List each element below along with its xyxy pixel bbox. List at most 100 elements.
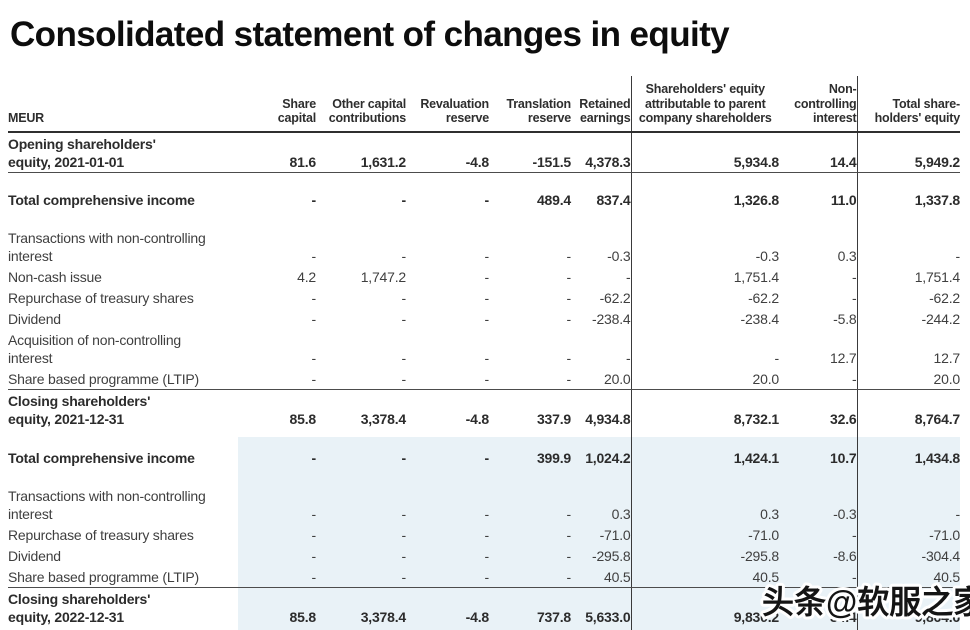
value-cell: 837.4 xyxy=(571,188,632,210)
value-cell xyxy=(571,172,632,189)
row-label: Repurchase of treasury shares xyxy=(8,289,194,306)
value-cell: - xyxy=(401,191,407,208)
value-cell: - xyxy=(401,247,407,264)
value-cell: -62.2 xyxy=(929,289,960,306)
column-header-share-capital: Share capital xyxy=(238,76,316,133)
value-cell: 1,337.8 xyxy=(914,191,961,208)
value-cell: - xyxy=(566,247,572,264)
row-label xyxy=(8,429,238,437)
value-cell: -238.4 xyxy=(740,310,780,327)
spacer-row xyxy=(8,467,960,485)
value-cell: - xyxy=(779,265,858,287)
value-cell: - xyxy=(484,310,490,327)
value-cell: -244.2 xyxy=(921,310,961,327)
value-cell xyxy=(857,429,960,437)
value-cell: - xyxy=(779,523,858,545)
value-cell xyxy=(316,429,406,437)
value-cell: 11.0 xyxy=(779,188,858,210)
value-cell: - xyxy=(489,367,571,390)
value-cell: -4.8 xyxy=(465,410,490,427)
value-cell xyxy=(316,173,406,189)
value-cell: 489.4 xyxy=(536,191,571,208)
value-cell: 1,631.2 xyxy=(316,132,406,173)
table-row: Total comprehensive income - - -399.9 1,024.… xyxy=(8,446,960,468)
column-header-parent-equity: Shareholders' equity attributable to par… xyxy=(631,76,779,133)
value-cell: -5.8 xyxy=(779,307,858,329)
value-cell: - xyxy=(571,265,632,287)
value-cell xyxy=(857,436,960,447)
value-cell xyxy=(489,210,571,227)
value-cell: - xyxy=(238,484,316,524)
table-row: Opening shareholders' equity, 2021-01-01… xyxy=(8,132,960,173)
value-cell: - xyxy=(571,328,632,368)
value-cell xyxy=(489,173,571,189)
value-cell: - xyxy=(316,367,406,390)
value-cell: -0.3 xyxy=(779,484,858,524)
value-cell xyxy=(316,467,406,485)
spacer-row xyxy=(8,172,960,189)
row-label: Share based programme (LTIP) xyxy=(8,565,238,588)
table-row: Closing shareholders' equity, 2021-12-31… xyxy=(8,389,960,429)
value-cell xyxy=(631,173,779,189)
value-cell xyxy=(571,467,632,485)
value-cell: - xyxy=(489,544,571,566)
value-cell xyxy=(406,436,489,447)
value-cell xyxy=(631,210,779,227)
table-row: Repurchase of treasury shares - - - - -71.0 -7… xyxy=(8,523,960,545)
table-body: Opening shareholders' equity, 2021-01-01… xyxy=(8,132,960,630)
value-cell: 3,378.4 xyxy=(360,410,407,427)
value-cell: -295.8 xyxy=(631,544,779,566)
value-cell xyxy=(779,428,858,437)
value-cell xyxy=(489,467,571,485)
row-label: Repurchase of treasury shares xyxy=(8,526,194,543)
value-cell: 399.9 xyxy=(489,446,571,468)
value-cell: 337.9 xyxy=(536,410,571,427)
value-cell: 10.7 xyxy=(779,446,858,468)
row-label: Dividend xyxy=(8,547,61,564)
value-cell: 1,024.2 xyxy=(571,446,632,468)
value-cell: 1,751.4 xyxy=(914,268,961,285)
value-cell: - xyxy=(484,247,490,264)
value-cell: - xyxy=(311,289,317,306)
value-cell: - xyxy=(484,349,490,366)
value-cell: -8.6 xyxy=(779,544,858,566)
value-cell: - xyxy=(489,565,571,588)
value-cell: -62.2 xyxy=(571,286,632,308)
value-cell: - xyxy=(406,367,489,390)
column-header-translation-reserve: Translation reserve xyxy=(489,76,571,133)
table-container: MEUR Share capital Other capital contrib… xyxy=(0,56,970,630)
equity-table: MEUR Share capital Other capital contrib… xyxy=(8,76,960,630)
table-row: Total comprehensive income - - - 489.4 837.4 1… xyxy=(8,188,961,210)
row-label: Total comprehensive income xyxy=(8,449,195,466)
value-cell: - xyxy=(316,446,406,468)
value-cell xyxy=(857,173,960,189)
value-cell: - xyxy=(566,289,572,306)
value-cell xyxy=(238,173,316,189)
value-cell xyxy=(779,209,858,227)
value-cell: 1,751.4 xyxy=(733,268,780,285)
value-cell xyxy=(406,429,489,437)
value-cell: -0.3 xyxy=(571,226,632,266)
value-cell: - xyxy=(779,565,858,588)
value-cell: 1,747.2 xyxy=(360,268,407,285)
value-cell: - xyxy=(489,484,571,524)
value-cell xyxy=(779,467,858,485)
value-cell xyxy=(316,210,406,227)
value-cell: 81.6 xyxy=(238,132,316,173)
value-cell: - xyxy=(311,310,317,327)
value-cell: 12.7 xyxy=(933,349,961,366)
value-cell: -71.0 xyxy=(571,523,632,545)
value-cell: -238.4 xyxy=(571,307,632,329)
value-cell xyxy=(238,429,316,437)
value-cell xyxy=(571,428,632,437)
value-cell xyxy=(238,467,316,485)
value-cell: - xyxy=(779,286,858,308)
value-cell: - xyxy=(401,349,407,366)
value-cell: - xyxy=(484,289,490,306)
value-cell xyxy=(489,429,571,437)
row-label xyxy=(8,437,238,447)
value-cell: 0.3 xyxy=(779,226,858,266)
value-cell: 40.5 xyxy=(631,565,779,588)
value-cell: -62.2 xyxy=(748,289,779,306)
